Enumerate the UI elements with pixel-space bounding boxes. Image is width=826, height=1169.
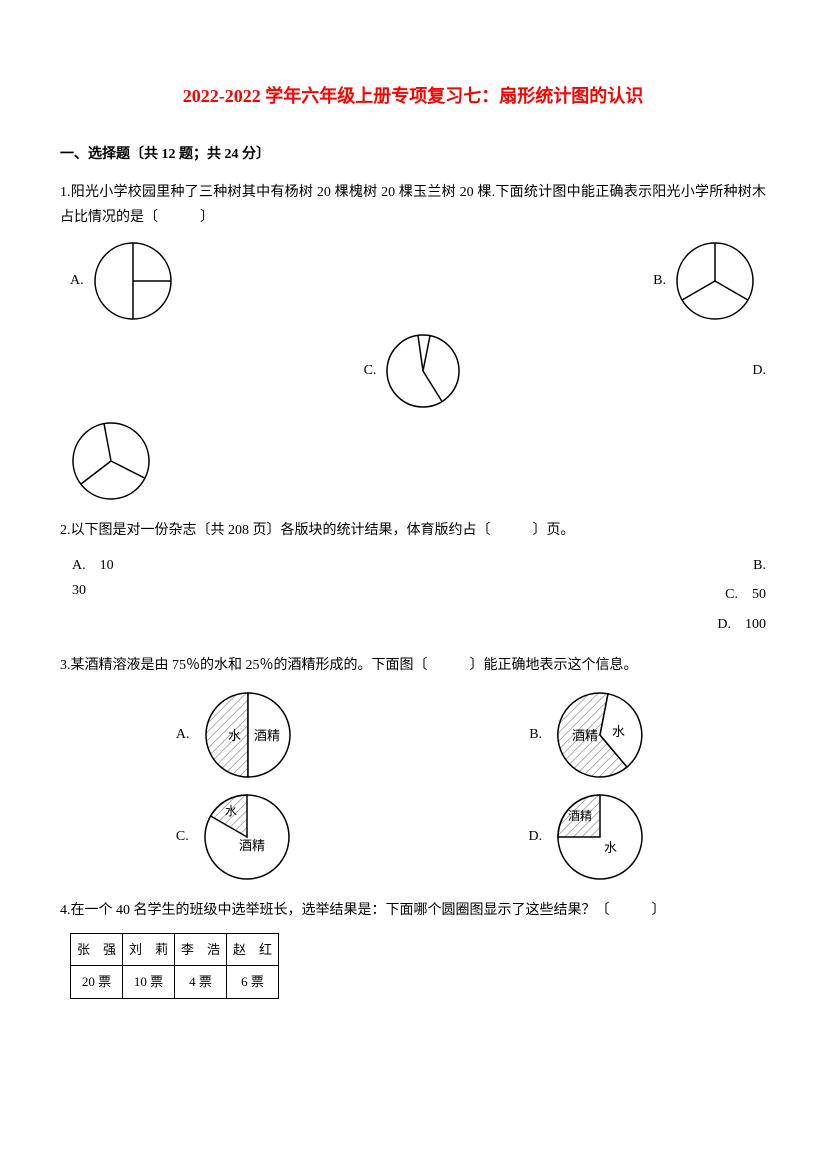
q1-opt-a-label: A. <box>70 268 84 293</box>
q3-opt-c-label: C. <box>176 824 189 849</box>
q1-option-c: C. <box>364 332 463 410</box>
q3a-water-label: 水 <box>228 728 241 743</box>
q1-option-a: A. <box>70 240 174 322</box>
q3a-alcohol-label: 酒精 <box>254 728 280 743</box>
table-row: 张 强 刘 莉 李 浩 赵 红 <box>71 934 279 966</box>
q4-r2: 10 票 <box>123 966 175 998</box>
question-3: 3.某酒精溶液是由 75％的水和 25％的酒精形成的。下面图〔 〕能正确地表示这… <box>60 653 766 882</box>
q3-pie-b: 酒精 水 <box>550 690 650 780</box>
q3-opt-a-label: A. <box>176 722 190 747</box>
question-2: 2.以下图是对一份杂志〔共 208 页〕各版块的统计结果，体育版约占〔 〕页。 … <box>60 518 766 637</box>
q4-text: 4.在一个 40 名学生的班级中选举班长，选举结果是：下面哪个圆圈图显示了这些结… <box>60 898 766 923</box>
question-1: 1.阳光小学校园里种了三种树其中有杨树 20 棵槐树 20 棵玉兰树 20 棵.… <box>60 180 766 502</box>
q3-pie-a: 水 酒精 <box>198 690 298 780</box>
q3d-water-label: 水 <box>604 840 617 855</box>
q4-r1: 20 票 <box>71 966 123 998</box>
q2-val-30: 30 <box>72 578 766 603</box>
q3c-alcohol-label: 酒精 <box>239 838 265 853</box>
q3-pie-c: 水 酒精 <box>197 792 297 882</box>
q2-opt-a: A. 10 <box>72 553 766 578</box>
section-header: 一、选择题〔共 12 题；共 24 分〕 <box>60 142 766 167</box>
q1-pie-b <box>674 240 756 322</box>
q4-h4: 赵 红 <box>227 934 279 966</box>
q3-pie-d: 酒精 水 <box>550 792 650 882</box>
q3-option-d: D. 酒精 水 <box>528 792 650 882</box>
question-4: 4.在一个 40 名学生的班级中选举班长，选举结果是：下面哪个圆圈图显示了这些结… <box>60 898 766 999</box>
q4-r4: 6 票 <box>227 966 279 998</box>
q2-opt-d: D. 100 <box>717 612 766 637</box>
q3-option-b: B. 酒精 水 <box>529 690 650 780</box>
q1-opt-d-label: D. <box>752 363 766 378</box>
q1-pie-a <box>92 240 174 322</box>
q1-pie-d <box>70 420 152 502</box>
q4-vote-table: 张 强 刘 莉 李 浩 赵 红 20 票 10 票 4 票 6 票 <box>70 933 279 999</box>
q2-opt-c: C. 50 <box>725 582 766 607</box>
q3-text: 3.某酒精溶液是由 75％的水和 25％的酒精形成的。下面图〔 〕能正确地表示这… <box>60 653 766 678</box>
q3b-water-label: 水 <box>612 724 625 739</box>
q4-h2: 刘 莉 <box>123 934 175 966</box>
q3d-alcohol-label: 酒精 <box>568 809 592 823</box>
q1-pie-c <box>384 332 462 410</box>
q2-opt-b: B. <box>753 553 766 578</box>
q1-opt-c-label: C. <box>364 358 377 383</box>
page-title: 2022-2022 学年六年级上册专项复习七：扇形统计图的认识 <box>60 80 766 112</box>
q3c-water-label: 水 <box>225 804 237 818</box>
q4-h3: 李 浩 <box>175 934 227 966</box>
q3b-alcohol-label: 酒精 <box>572 728 598 743</box>
q4-r3: 4 票 <box>175 966 227 998</box>
q1-opt-b-label: B. <box>653 268 666 293</box>
q2-text: 2.以下图是对一份杂志〔共 208 页〕各版块的统计结果，体育版约占〔 〕页。 <box>60 518 766 543</box>
q1-option-b: B. <box>653 240 756 322</box>
table-row: 20 票 10 票 4 票 6 票 <box>71 966 279 998</box>
q3-option-c: C. 水 酒精 <box>176 792 297 882</box>
q1-text: 1.阳光小学校园里种了三种树其中有杨树 20 棵槐树 20 棵玉兰树 20 棵.… <box>60 180 766 230</box>
q3-opt-b-label: B. <box>529 722 542 747</box>
q4-h1: 张 强 <box>71 934 123 966</box>
q3-option-a: A. 水 酒精 <box>176 690 298 780</box>
q3-opt-d-label: D. <box>528 824 542 849</box>
